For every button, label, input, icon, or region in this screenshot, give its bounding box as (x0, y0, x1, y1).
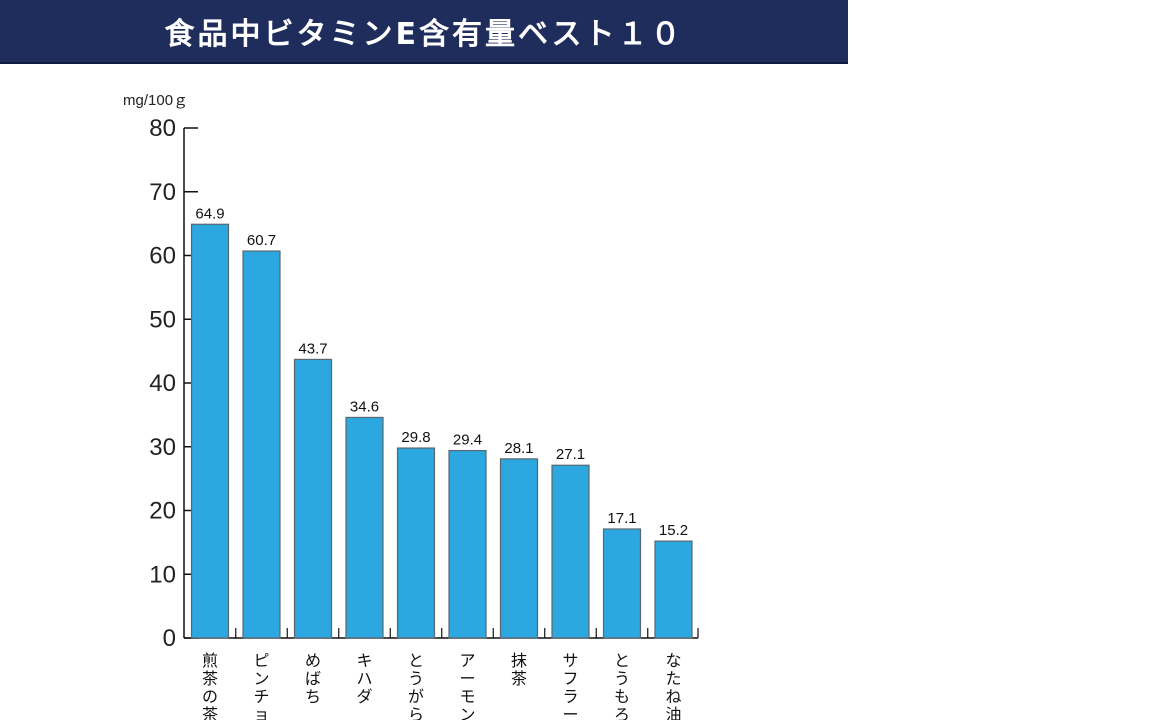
x-category-label: アーモン (459, 651, 475, 720)
y-axis-ticks: 0 10 20 30 40 50 60 70 80 (149, 115, 198, 652)
y-axis-unit-label: mg/100ｇ (123, 92, 188, 109)
bar (654, 540, 693, 639)
bar-value-label: 15.2 (659, 522, 688, 539)
bar (551, 464, 590, 639)
y-tick-label: 80 (149, 115, 176, 142)
bar-chart: 0 10 20 30 40 50 60 70 80 64.9 60.7 43.7 34.6 29.8 29… (123, 92, 699, 720)
bar (242, 250, 281, 639)
bar (499, 458, 539, 639)
chart-title-bar: 食品中ビタミンE含有量ベスト１０ (0, 0, 848, 64)
x-category-label: めばち (305, 651, 321, 706)
bar (293, 358, 333, 639)
bar-value-label: 43.7 (298, 340, 327, 357)
bar-value-label: 29.8 (401, 429, 430, 446)
bar-value-label: 29.4 (453, 432, 482, 449)
bar (345, 416, 384, 639)
bar (190, 223, 230, 639)
x-category-label: キハダ (356, 651, 372, 706)
y-tick-label: 40 (149, 370, 176, 397)
y-tick-label: 50 (149, 306, 176, 333)
bar-value-label: 64.9 (195, 205, 224, 222)
x-category-label: 煎茶の茶 (202, 651, 218, 720)
value-labels: 64.9 60.7 43.7 34.6 29.8 29.4 28.1 27.1 17.1 15.2 (195, 205, 688, 539)
bars (190, 223, 693, 639)
y-tick-label: 20 (149, 498, 176, 525)
bar (448, 449, 487, 639)
y-tick-label: 10 (149, 561, 176, 588)
bar-value-label: 27.1 (556, 446, 585, 463)
bar-value-label: 34.6 (350, 398, 379, 415)
y-tick-label: 0 (163, 625, 176, 652)
x-category-label: とうもろ (614, 651, 630, 720)
bar-value-label: 17.1 (607, 510, 636, 527)
x-category-label: サフラー (562, 651, 578, 720)
bar-value-label: 28.1 (504, 440, 533, 457)
y-tick-label: 70 (149, 179, 176, 206)
x-category-label: とうがら (408, 651, 424, 720)
x-category-label: なたね油 (665, 651, 681, 720)
bar-value-label: 60.7 (247, 232, 276, 249)
y-tick-label: 60 (149, 243, 176, 270)
x-category-label: ピンチョ (253, 651, 269, 720)
bar (396, 447, 436, 639)
bar (602, 528, 642, 639)
category-labels: 煎茶の茶 ピンチョ めばち キハダ とうがら アーモン 抹茶 サフラー とうもろ なたね油 (202, 628, 699, 720)
chart-title: 食品中ビタミンE含有量ベスト１０ (164, 17, 684, 52)
x-category-label: 抹茶 (511, 651, 527, 688)
y-tick-label: 30 (149, 434, 176, 461)
